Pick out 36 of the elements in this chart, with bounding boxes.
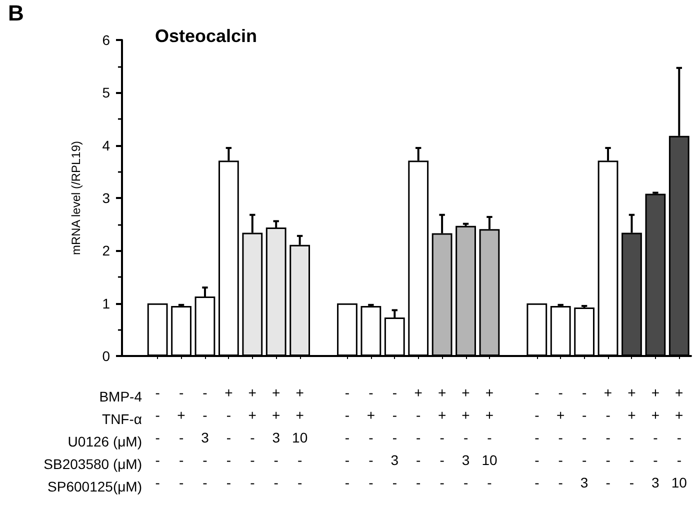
x-tick-label: - - - - - bbox=[534, 384, 540, 490]
x-tick-label: + + - - 10 bbox=[671, 384, 688, 490]
x-tick-label: - - - - - bbox=[344, 384, 350, 490]
x-tick-label: + + 10 - - bbox=[292, 384, 308, 490]
x-tick-label: - - - 3 - bbox=[390, 384, 399, 490]
x-tick-label: + + - - - bbox=[248, 384, 256, 490]
x-tick-label: - - - - 3 bbox=[580, 384, 588, 490]
x-tick-label: + + - - - bbox=[438, 384, 446, 490]
x-tick-label: + + - - - bbox=[628, 384, 636, 490]
x-tick-label: - + - - - bbox=[177, 384, 186, 490]
text: B bbox=[8, 0, 24, 26]
x-tick-label: - + - - - bbox=[366, 384, 376, 490]
text: BMP-4 bbox=[99, 388, 142, 404]
x-tick-label: + + 3 - - bbox=[272, 384, 280, 490]
y-axis-title: mRNA level (/RPL19) bbox=[69, 140, 83, 256]
y-tick-label: 6 bbox=[102, 32, 110, 48]
text: U0126 (μM) bbox=[68, 433, 142, 450]
text: SP600125(μM) bbox=[48, 478, 142, 494]
x-tick-label: - + - - - bbox=[556, 384, 565, 490]
chart-title: Osteocalcin bbox=[155, 26, 258, 46]
x-tick-label: - - 3 - - bbox=[201, 384, 210, 490]
y-tick-label: 3 bbox=[102, 190, 110, 206]
text: TNF-α bbox=[102, 410, 142, 427]
x-tick-label: - - - - - bbox=[155, 384, 160, 490]
y-tick-label: 5 bbox=[102, 84, 110, 101]
x-tick-label: + - - - - bbox=[414, 384, 422, 490]
y-tick-label: 1 bbox=[102, 295, 110, 312]
text: SB203580 (μM) bbox=[44, 456, 142, 472]
x-tick-label: + - - - - bbox=[604, 384, 612, 490]
x-tick-label: + + - 3 - bbox=[462, 384, 470, 490]
y-tick-label: 4 bbox=[102, 137, 110, 154]
y-tick-label: 0 bbox=[102, 348, 110, 364]
x-tick-label: + + - 10 - bbox=[482, 384, 498, 490]
x-tick-label: + - - - - bbox=[224, 384, 233, 490]
y-tick-label: 2 bbox=[102, 242, 110, 259]
x-tick-label: + + - - 3 bbox=[651, 384, 660, 490]
